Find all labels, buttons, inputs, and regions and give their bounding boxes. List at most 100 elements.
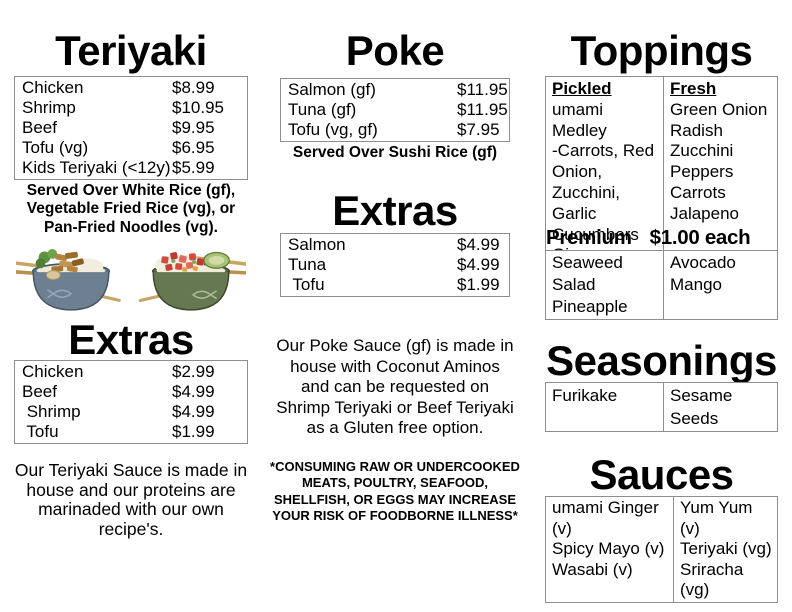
note-line: Our Teriyaki Sauce is made in (14, 460, 248, 480)
item-name: Tuna (288, 255, 327, 274)
pickled-column: Pickled umami Medley -Carrots, Red Onion… (546, 77, 664, 267)
raw-food-warning: *CONSUMING RAW OR UNDERCOOKED MEATS, POU… (262, 459, 528, 525)
premium-item: Seaweed Salad (552, 253, 623, 294)
sauces-left-column: umami Ginger (v) Spicy Mayo (v) Wasabi (… (546, 497, 674, 602)
table-row: Kids Teriyaki (<12y) $5.99 (15, 158, 247, 178)
seasoning-cell: Sesame Seeds (670, 386, 733, 428)
item-name: Chicken (22, 362, 84, 381)
item-name: Salmon (288, 235, 346, 254)
poke-served-note: Served Over Sushi Rice (gf) (292, 144, 498, 161)
poke-extras-title: Extras (332, 187, 458, 234)
table-row: Chicken $8.99 (15, 78, 247, 98)
item-name: Kids Teriyaki (<12y) (22, 158, 171, 177)
poke-bowl-image (138, 251, 246, 311)
sauce-item: umami Ginger (v) (552, 498, 659, 538)
item-name: Beef (22, 382, 57, 401)
note-line: and can be requested on (300, 377, 490, 397)
topping-item: umami Medley (552, 99, 607, 140)
sauce-item: Teriyaki (vg) (680, 539, 772, 559)
topping-item: Onion, Zucchini, (552, 162, 621, 202)
note-line: recipe's. (98, 518, 164, 539)
item-price: $1.99 (457, 275, 500, 294)
table-row: Tofu $1.99 (15, 422, 247, 442)
note-line: Shrimp Teriyaki or Beef Teriyaki (276, 397, 514, 417)
note-line: marinaded with our own (38, 499, 224, 520)
topping-item: Jalapeno (670, 203, 740, 223)
item-price: $4.99 (457, 255, 500, 274)
table-row: Salmon (gf) $11.95 (281, 80, 509, 100)
topping-item: Cucumbers (552, 224, 639, 244)
item-price: $7.95 (457, 120, 500, 139)
item-name: Salmon (gf) (288, 80, 376, 99)
warning-line: MEATS, POULTRY, SEAFOOD, (301, 475, 489, 491)
table-row: Tofu (vg) $6.95 (15, 138, 247, 158)
premium-item: Mango (670, 275, 722, 294)
note-line: Vegetable Fried Rice (vg), or (26, 200, 236, 218)
item-name: Shrimp (22, 402, 81, 421)
note-line: Served Over White Rice (gf), (26, 182, 236, 199)
teriyaki-extras-title: Extras (68, 316, 194, 363)
premium-toppings-table: Seaweed Salad Pineapple Avocado Mango (545, 250, 778, 320)
topping-item: Carrots (670, 182, 726, 202)
item-price: $11.95 (457, 80, 508, 99)
sauces-right-column: Yum Yum (v) Teriyaki (vg) Sriracha (vg) (674, 497, 777, 602)
topping-item: -Carrots, Red (552, 141, 655, 161)
item-price: $5.99 (172, 158, 215, 177)
table-row: Tofu (vg, gf) $7.95 (281, 120, 509, 140)
sauce-item: Yum Yum (v) (680, 498, 753, 538)
item-name: Shrimp (22, 98, 76, 117)
teriyaki-section-title: Teriyaki (55, 27, 207, 74)
premium-price: $1.00 each (649, 226, 751, 249)
table-row: Chicken $2.99 (15, 362, 247, 382)
item-name: Tofu (vg, gf) (288, 120, 378, 139)
item-price: $1.99 (172, 422, 215, 441)
table-row: Salmon $4.99 (281, 235, 509, 255)
item-price: $4.99 (172, 402, 215, 421)
teriyaki-served-note: Served Over White Rice (gf), Vegetable F… (6, 182, 256, 237)
premium-label: Premium (546, 226, 632, 249)
topping-item: Radish (670, 120, 723, 140)
poke-section-title: Poke (345, 27, 445, 74)
note-line: as a Gluten free option. (306, 418, 484, 438)
poke-sauce-note: Our Poke Sauce (gf) is made in house wit… (262, 336, 528, 439)
premium-item: Pineapple (552, 297, 628, 316)
teriyaki-extras-table: Chicken $2.99 Beef $4.99 Shrimp $4.99 Tofu $… (14, 360, 248, 444)
item-price: $10.95 (172, 98, 224, 117)
poke-price-table: Salmon (gf) $11.95 Tuna (gf) $11.95 Tofu (… (280, 78, 510, 142)
table-row: Beef $4.99 (15, 382, 247, 402)
toppings-table: Pickled umami Medley -Carrots, Red Onion… (545, 76, 778, 268)
teriyaki-price-table: Chicken $8.99 Shrimp $10.95 Beef $9.95 Tofu… (14, 76, 248, 180)
topping-item: Garlic (552, 203, 597, 223)
sauce-item: Wasabi (v) (552, 559, 633, 579)
item-price: $9.95 (172, 118, 215, 137)
warning-line: YOUR RISK OF FOODBORNE ILLNESS* (272, 508, 518, 524)
note-line: Pan-Fried Noodles (vg). (44, 218, 218, 236)
item-name: Beef (22, 118, 57, 137)
topping-item: Zucchini (670, 141, 734, 161)
item-price: $4.99 (457, 235, 500, 254)
poke-extras-table: Salmon $4.99 Tuna $4.99 Tofu $1.99 (280, 233, 510, 297)
table-row: Shrimp $10.95 (15, 98, 247, 118)
seasonings-section-title: Seasonings (546, 337, 777, 384)
toppings-section-title: Toppings (570, 27, 753, 74)
table-row: Tofu $1.99 (281, 275, 509, 295)
bowl-illustrations (14, 243, 248, 315)
item-price: $6.95 (172, 138, 215, 157)
item-price: $11.95 (457, 100, 508, 119)
note-line: house and our proteins are (26, 479, 236, 500)
item-name: Chicken (22, 78, 84, 97)
sauce-item: Sriracha (vg) (680, 559, 744, 600)
item-name: Tofu (288, 275, 325, 294)
item-price: $2.99 (172, 362, 215, 381)
topping-item: Green Onion (670, 99, 768, 119)
note-line: Our Poke Sauce (gf) is made in (276, 336, 514, 355)
pickled-header: Pickled (552, 79, 612, 98)
table-row: Tuna $4.99 (281, 255, 509, 275)
warning-line: *CONSUMING RAW OR UNDERCOOKED (270, 459, 520, 474)
premium-left-column: Seaweed Salad Pineapple (546, 251, 664, 319)
table-row: Tuna (gf) $11.95 (281, 100, 509, 120)
note-line: house with Coconut Aminos (290, 356, 500, 376)
seasoning-cell: Furikake (546, 383, 664, 431)
sauces-section-title: Sauces (589, 451, 734, 498)
